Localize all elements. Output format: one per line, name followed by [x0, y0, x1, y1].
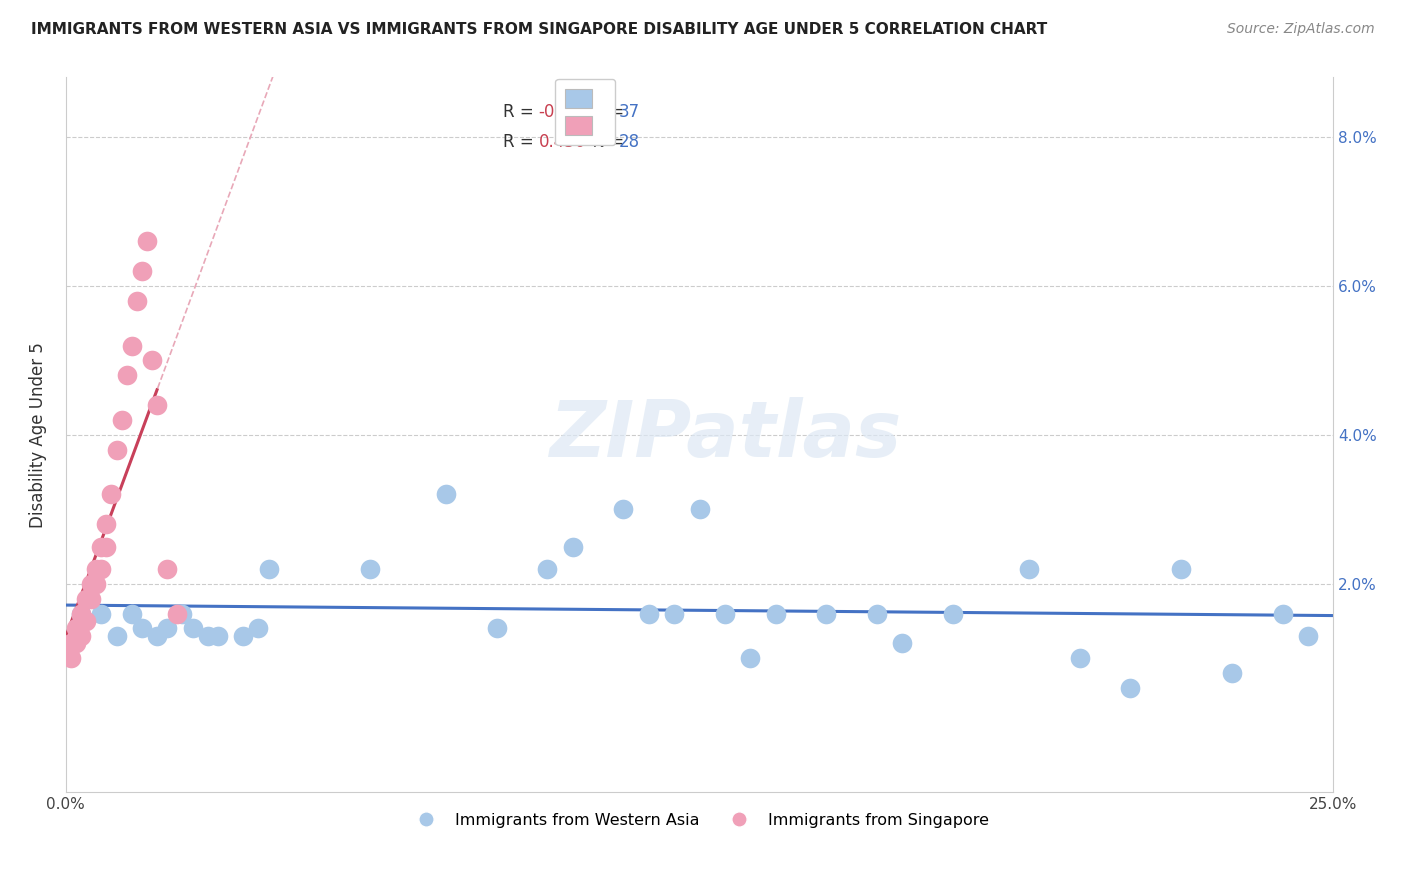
Point [70, 629, 93, 643]
Text: N =: N = [582, 103, 628, 120]
Point [207, 629, 229, 643]
Point [714, 607, 737, 621]
Point [612, 502, 634, 516]
Text: ZIPatlas: ZIPatlas [548, 397, 901, 473]
Y-axis label: Disability Age Under 5: Disability Age Under 5 [30, 342, 46, 528]
Point [115, 368, 138, 383]
Point [100, 487, 122, 501]
Point [166, 607, 188, 621]
Point [247, 622, 270, 636]
Point [90, 607, 112, 621]
Point [434, 487, 457, 501]
Point [65, 622, 87, 636]
Point [125, 293, 148, 308]
Point [866, 607, 889, 621]
Text: 37: 37 [619, 103, 640, 120]
Point [105, 442, 128, 457]
Point [80, 591, 103, 606]
Point [90, 540, 112, 554]
Text: R =: R = [503, 133, 538, 151]
Point [485, 622, 508, 636]
Point [146, 629, 169, 643]
Point [80, 576, 103, 591]
Point [359, 562, 381, 576]
Legend: Immigrants from Western Asia, Immigrants from Singapore: Immigrants from Western Asia, Immigrants… [404, 806, 995, 834]
Point [689, 502, 711, 516]
Point [536, 562, 558, 576]
Point [561, 540, 583, 554]
Point [637, 607, 659, 621]
Text: N =: N = [582, 133, 628, 151]
Point [141, 353, 163, 368]
Point [131, 622, 153, 636]
Point [257, 562, 280, 576]
Point [156, 562, 179, 576]
Text: Source: ZipAtlas.com: Source: ZipAtlas.com [1227, 22, 1375, 37]
Point [90, 562, 112, 576]
Point [156, 622, 179, 636]
Text: R =: R = [503, 103, 538, 120]
Point [131, 264, 153, 278]
Point [765, 607, 787, 621]
Point [1018, 562, 1040, 576]
Text: 28: 28 [619, 133, 640, 151]
Point [942, 607, 965, 621]
Point [135, 234, 157, 248]
Point [121, 607, 143, 621]
Point [65, 636, 87, 650]
Point [1170, 562, 1192, 576]
Point [1119, 681, 1142, 695]
Point [105, 629, 128, 643]
Point [740, 651, 762, 665]
Text: 0.450: 0.450 [538, 133, 586, 151]
Point [121, 338, 143, 352]
Point [815, 607, 838, 621]
Point [172, 607, 194, 621]
Text: -0.176: -0.176 [538, 103, 592, 120]
Point [84, 576, 107, 591]
Point [59, 651, 82, 665]
Point [1296, 629, 1319, 643]
Point [75, 614, 97, 628]
Point [662, 607, 685, 621]
Point [1271, 607, 1294, 621]
Point [891, 636, 914, 650]
Point [110, 413, 132, 427]
Text: IMMIGRANTS FROM WESTERN ASIA VS IMMIGRANTS FROM SINGAPORE DISABILITY AGE UNDER 5: IMMIGRANTS FROM WESTERN ASIA VS IMMIGRAN… [31, 22, 1047, 37]
Point [59, 636, 82, 650]
Point [70, 607, 93, 621]
Point [96, 540, 118, 554]
Point [84, 562, 107, 576]
Point [96, 517, 118, 532]
Point [70, 607, 93, 621]
Point [232, 629, 254, 643]
Point [181, 622, 204, 636]
Point [146, 398, 169, 412]
Point [75, 591, 97, 606]
Point [1220, 666, 1243, 681]
Point [197, 629, 219, 643]
Point [1069, 651, 1091, 665]
